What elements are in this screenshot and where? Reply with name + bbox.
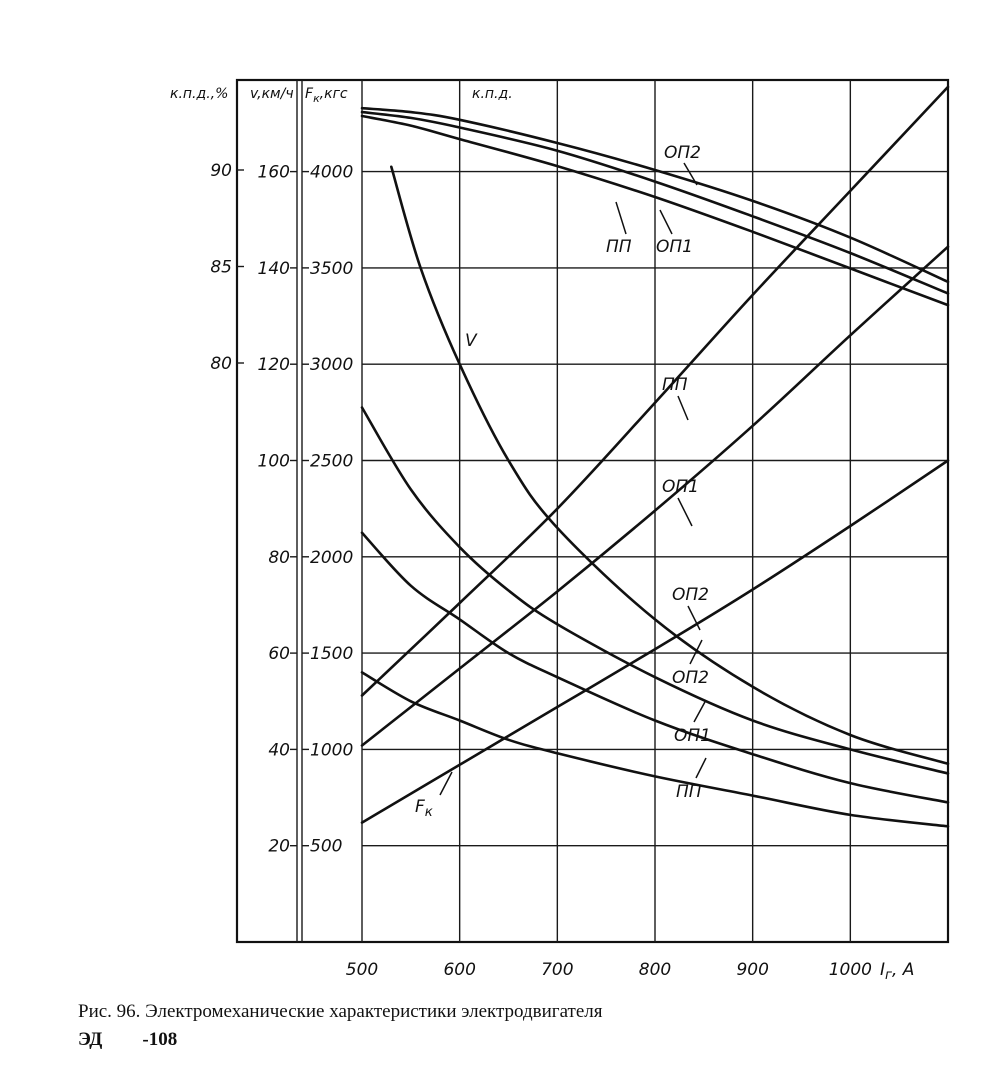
label-v: V (465, 331, 478, 351)
v-tick-160: 160 (258, 163, 290, 183)
caption-code-prefix: ЭД (78, 1029, 103, 1050)
curve-F-9 (360, 459, 950, 824)
leader-f-pp (677, 395, 689, 421)
leader-f-op2 (687, 605, 701, 631)
label-f-pp: ПП (662, 375, 688, 395)
x-tick-900: 900 (736, 960, 768, 980)
label-eff-op2: ОП2 (664, 143, 701, 163)
force-tick-2000: 2000 (310, 548, 353, 568)
leader-fk (439, 771, 453, 796)
label-v-pp: ПП (676, 782, 702, 802)
label-fk: Fк (415, 797, 433, 820)
top-annotation: к.п.д. (472, 86, 513, 102)
leader-v-op2 (689, 639, 703, 665)
caption-code-number: -108 (142, 1029, 178, 1050)
v-tick-20: 20 (268, 837, 290, 857)
force-tick-2500: 2500 (310, 452, 353, 472)
curve-F-8 (360, 245, 950, 747)
curve-v-4 (360, 406, 950, 775)
leader-f-op1 (677, 497, 693, 527)
x-tick-500: 500 (346, 960, 378, 980)
v-tick-140: 140 (258, 259, 290, 279)
x-tick-800: 800 (639, 960, 671, 980)
eff-tick-90: 90 (210, 161, 232, 181)
curve-v-5 (360, 531, 950, 804)
force-tick-3000: 3000 (310, 355, 353, 375)
v-tick-40: 40 (268, 740, 290, 760)
plot-frame (235, 78, 950, 944)
force-tick-4000: 4000 (310, 163, 353, 183)
v-tick-60: 60 (268, 644, 290, 664)
x-axis-label: Iг, А (880, 960, 914, 983)
v-tick-80: 80 (268, 548, 290, 568)
curve-F-7 (360, 85, 950, 697)
label-v-op1: ОП1 (674, 726, 711, 746)
x-tick-600: 600 (443, 960, 475, 980)
leader-eff-op1 (659, 209, 673, 235)
figure-caption: Рис. 96. Электромеханические характерист… (78, 998, 958, 1054)
force-tick-1000: 1000 (310, 740, 353, 760)
leader-eff-op2 (683, 162, 698, 186)
label-f-op1: ОП1 (662, 477, 699, 497)
curve-eff-1 (360, 110, 950, 295)
label-v-op2: ОП2 (672, 668, 709, 688)
label-eff-op1: ОП1 (656, 237, 693, 257)
v-tick-120: 120 (258, 355, 290, 375)
leader-v-op1 (693, 699, 707, 723)
eff-tick-80: 80 (210, 354, 232, 374)
curves (360, 85, 950, 828)
caption-line-1: Рис. 96. Электромеханические характерист… (78, 1001, 603, 1022)
force-tick-3500: 3500 (310, 259, 353, 279)
force-tick-1500: 1500 (310, 644, 353, 664)
v-tick-100: 100 (258, 452, 290, 472)
labels: к.п.д.,% v,км/ч Fк,кгс к.п.д. 80 85 90 20 40 60 80… (170, 86, 914, 983)
x-tick-1000: 1000 (829, 960, 872, 980)
chart: к.п.д.,% v,км/ч Fк,кгс к.п.д. 80 85 90 20 40 60 80… (170, 78, 950, 983)
leader-eff-pp (615, 201, 627, 235)
curve-v-6 (360, 671, 950, 828)
v-axis-header: v,км/ч (250, 86, 294, 102)
curve-eff-2 (360, 114, 950, 307)
force-axis-header: Fк,кгс (305, 86, 348, 105)
force-tick-500: 500 (310, 837, 342, 857)
caption-line-2: ЭД -108 (78, 1026, 958, 1054)
curve-v-3 (390, 165, 950, 766)
curve-eff-0 (360, 106, 950, 284)
label-eff-pp: ПП (606, 237, 632, 257)
x-tick-700: 700 (541, 960, 573, 980)
eff-tick-85: 85 (210, 258, 232, 278)
leader-v-pp (695, 757, 707, 779)
eff-axis-header: к.п.д.,% (170, 86, 228, 102)
label-f-op2: ОП2 (672, 585, 709, 605)
